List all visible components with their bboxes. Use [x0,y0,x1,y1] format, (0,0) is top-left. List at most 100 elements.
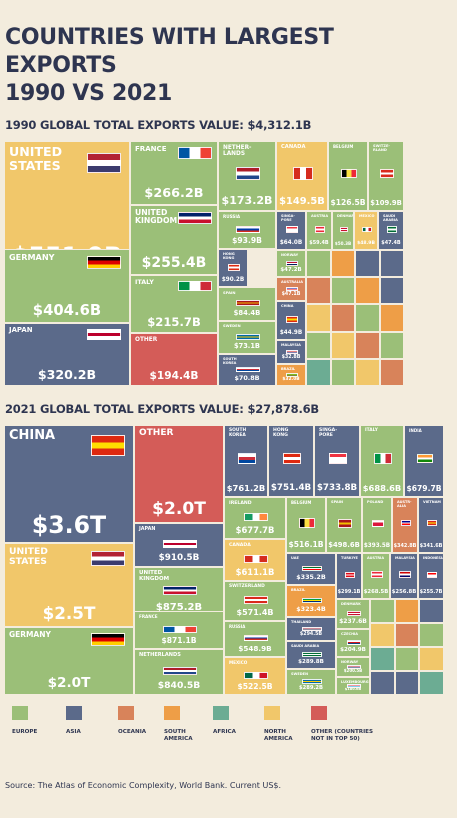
export-value: $679.7B [406,484,442,493]
country-name: BRAZIL [291,588,306,592]
minor-economy-tile [379,250,404,278]
country-name: AUSTRIA [311,214,329,218]
export-value: $48.9B [357,241,375,246]
country-name: CANADA [229,543,251,548]
export-value: $335.2B [296,573,326,581]
country-name: HONG KONG [223,252,235,260]
export-value: $173.2B [221,194,273,207]
export-value: $255.7B [419,589,443,595]
minor-economy-tile [330,304,355,332]
tile-malaysia: MALAYSIA $256.8B [390,553,418,599]
cn-flag-icon [91,435,126,456]
tile-canada: CANADA $149.5B [276,141,328,211]
export-value: $90.2B [221,277,245,283]
export-value: $93.9B [232,236,262,245]
export-value: $840.5B [157,680,201,691]
tile-luxembourg: LUXEMBOURG $180.6B [336,677,370,695]
country-name: CANADA [281,144,306,150]
export-value: $70.8B [234,374,260,382]
export-value: $32.0B [282,377,300,382]
legend-other: OTHER (COUNTRIES NOT IN TOP 50) [305,706,395,742]
export-value: $32.8B [281,355,301,360]
export-value: $2.0T [47,675,91,691]
country-name: HONG KONG [273,428,289,438]
legend-europe: EUROPE [6,706,66,736]
export-value: $3.6T [31,511,107,539]
country-name: LUXEMBOURG [341,680,369,684]
country-name: UNITED KINGDOM [135,208,178,226]
tile-saudi-arabia: SAUDI ARABIA $289.8B [286,641,336,669]
tile-saudi-arabia: SAUDI ARABIA $47.4B [378,211,404,250]
legend-swatch [213,706,229,720]
export-value: $266.2B [144,186,204,201]
country-name: OTHER [139,428,174,438]
tile-netherlands: NETHERLANDS $840.5B [134,649,224,695]
minor-economy-tile [306,331,331,359]
tile-austria: AUSTRIA $268.5B [362,553,390,599]
country-name: NORWAY [341,660,359,664]
es-flag-icon [337,518,353,528]
country-name: TURKIYE [341,556,358,560]
country-name: BELGIUM [333,144,354,149]
export-value: $342.8B [393,543,417,549]
tile-united-kingdom: UNITED KINGDOM $255.4B [130,205,218,275]
tile-austr-alia: AUSTR- ALIA $342.8B [392,497,418,553]
tile-spain: SPAIN $498.6B [326,497,362,553]
minor-economy-tile [419,599,444,623]
country-name: AUSTR- ALIA [397,500,412,508]
sg-flag-icon [286,226,298,234]
export-value: $84.4B [233,309,261,317]
sa-flag-icon [386,226,398,233]
title-line-2: 1990 VS 2021 [5,81,173,106]
minor-economy-tile [419,623,444,647]
country-name: THAILAND [291,620,312,624]
tile-france: FRANCE $266.2B [130,141,218,205]
country-name: FRANCE [135,144,167,153]
it-flag-icon [374,453,392,464]
minor-economy-tile [370,647,395,671]
gb-flag-icon [163,586,197,595]
ru-flag-icon [243,634,269,642]
country-name: CHINA [9,428,56,443]
tile-nether-lands: NETHER- LANDS $173.2B [218,141,276,211]
tile-china: CHINA $3.6T [4,425,134,543]
tile-russia: RUSSIA $93.9B [218,211,276,249]
country-name: JAPAN [9,326,33,334]
tile-other: OTHER $2.0T [134,425,224,523]
minor-economy-tile [306,277,331,305]
country-name: MALAYSIA [281,343,301,347]
country-name: POLAND [367,500,384,504]
export-value: $733.8B [316,483,358,493]
country-name: IRELAND [229,501,252,506]
tile-mexico: MEXICO $48.9B [354,211,378,250]
ca-flag-icon [243,555,269,563]
br-flag-icon [302,597,322,604]
minor-economy-tile [355,277,380,305]
country-name: FRANCE [139,614,158,619]
ch-flag-icon [243,596,269,604]
tile-south-korea: SOUTH KOREA $761.2B [224,425,268,497]
minor-economy-tile [379,304,404,332]
export-value: $64.0B [279,240,303,246]
legend-swatch [311,706,327,720]
tile-italy: ITALY $215.7B [130,275,218,333]
jp-flag-icon [163,539,197,548]
minor-economy-tile [330,250,355,278]
minor-economy-tile [306,358,331,386]
legend-label: OTHER (COUNTRIES NOT IN TOP 50) [311,729,374,742]
legend-swatch [264,706,280,720]
region-legend: EUROPE ASIA OCEANIA SOUTH AMERICA AFRICA NORT… [0,706,457,746]
export-value: $910.5B [158,553,200,563]
no-flag-icon [286,260,298,266]
export-value: $2.0T [152,499,206,519]
legend-label: SOUTH AMERICA [164,729,193,742]
country-name: SINGA- PORE [281,214,295,222]
id-flag-icon [426,571,438,578]
tile-hong-kong: HONG KONG $751.4B [268,425,314,497]
us-flag-icon [91,550,126,566]
tile-united-kingdom: UNITED KINGDOM $875.2B [134,567,224,617]
minor-economy-tile [330,358,355,386]
at-flag-icon [371,571,383,579]
no-flag-icon [347,665,361,669]
country-name: UAE [291,556,299,560]
